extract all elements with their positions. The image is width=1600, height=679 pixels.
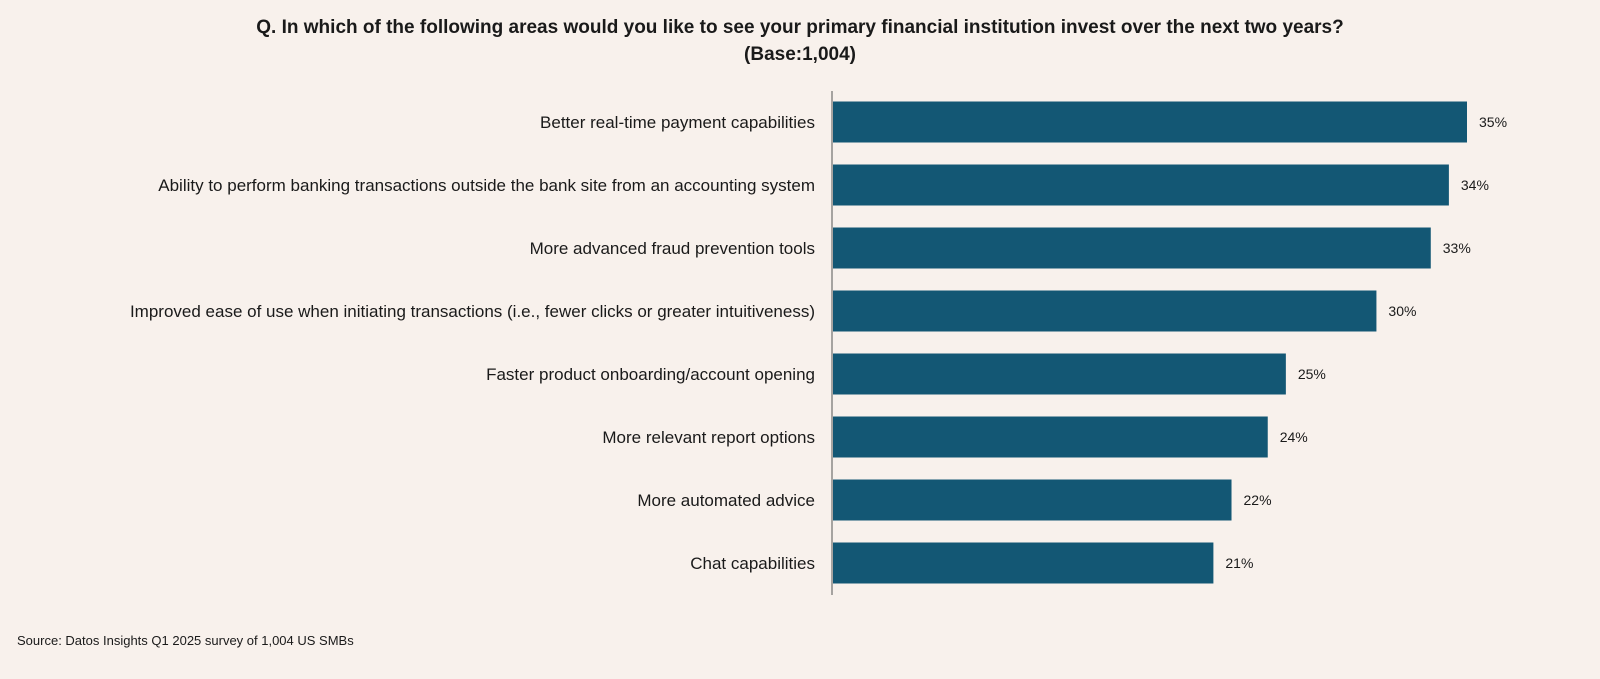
- data-label: 33%: [1443, 240, 1471, 256]
- bar: [833, 416, 1268, 458]
- category-label: More relevant report options: [602, 428, 815, 447]
- data-label: 30%: [1388, 303, 1416, 319]
- data-label: 25%: [1298, 366, 1326, 382]
- chart-title: Q. In which of the following areas would…: [256, 17, 1344, 38]
- bar: [833, 290, 1377, 332]
- chart-subtitle: (Base:1,004): [744, 44, 856, 65]
- bar: [833, 542, 1214, 584]
- data-label: 22%: [1244, 492, 1272, 508]
- data-label: 24%: [1280, 429, 1308, 445]
- category-label: More automated advice: [637, 491, 815, 510]
- bar: [833, 101, 1467, 143]
- data-label: 21%: [1225, 555, 1253, 571]
- bar: [833, 227, 1431, 269]
- source-note: Source: Datos Insights Q1 2025 survey of…: [17, 633, 354, 648]
- category-label: More advanced fraud prevention tools: [530, 239, 815, 258]
- category-label: Improved ease of use when initiating tra…: [130, 302, 815, 321]
- bar: [833, 479, 1232, 521]
- category-label: Better real-time payment capabilities: [540, 113, 815, 132]
- category-label: Faster product onboarding/account openin…: [486, 365, 815, 384]
- data-label: 35%: [1479, 114, 1507, 130]
- bar: [833, 353, 1286, 395]
- chart-title-block: Q. In which of the following areas would…: [0, 14, 1600, 68]
- category-label: Ability to perform banking transactions …: [158, 176, 815, 195]
- bar: [833, 164, 1449, 206]
- category-label: Chat capabilities: [690, 554, 815, 573]
- data-label: 34%: [1461, 177, 1489, 193]
